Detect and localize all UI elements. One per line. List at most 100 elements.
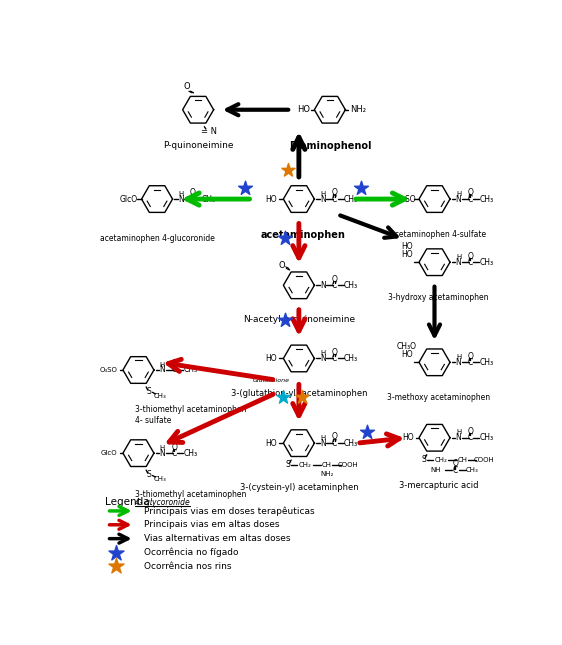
Text: N: N: [320, 281, 326, 290]
Text: CH₃: CH₃: [183, 366, 197, 375]
Text: S: S: [147, 470, 152, 479]
Text: NH₂: NH₂: [350, 105, 366, 114]
Point: [356, 183, 365, 193]
Text: H: H: [320, 191, 325, 197]
Text: Ocorrência nos rins: Ocorrência nos rins: [144, 562, 232, 571]
Text: O₃SO: O₃SO: [100, 367, 118, 373]
Point: [297, 392, 306, 402]
Text: N: N: [320, 439, 326, 448]
Text: acetaminophen 4-glucoronide: acetaminophen 4-glucoronide: [99, 235, 215, 243]
Text: S: S: [422, 455, 426, 464]
Text: C: C: [190, 195, 196, 204]
Text: C: C: [453, 466, 458, 475]
Text: CH₂: CH₂: [434, 457, 447, 463]
Text: N: N: [456, 358, 461, 367]
Text: CH₃: CH₃: [344, 354, 358, 363]
Text: HO: HO: [265, 439, 277, 448]
Text: Principais vias em altas doses: Principais vias em altas doses: [144, 521, 279, 530]
Text: N: N: [320, 195, 326, 204]
Text: O: O: [467, 252, 473, 261]
Text: NH: NH: [431, 467, 441, 473]
Text: CH₂: CH₂: [298, 462, 311, 468]
Text: CH₃: CH₃: [344, 281, 358, 290]
Text: HO: HO: [265, 354, 277, 363]
Text: COOH: COOH: [338, 462, 359, 468]
Text: C: C: [332, 195, 337, 204]
Text: Glutathione: Glutathione: [252, 378, 289, 382]
Text: O₃SO: O₃SO: [397, 195, 416, 204]
Text: acetaminophen: acetaminophen: [260, 230, 345, 240]
Text: Vias alternativas em altas doses: Vias alternativas em altas doses: [144, 534, 291, 543]
Text: HO: HO: [265, 195, 277, 204]
Text: O: O: [467, 427, 473, 436]
Text: HO: HO: [402, 433, 414, 442]
Text: P-quinoneimine: P-quinoneimine: [163, 141, 233, 150]
Text: CH₃: CH₃: [344, 439, 358, 448]
Text: H: H: [456, 254, 461, 260]
Text: H: H: [320, 435, 325, 441]
Text: O: O: [190, 188, 196, 197]
Text: N: N: [456, 433, 461, 442]
Text: O: O: [171, 442, 177, 451]
Text: O: O: [184, 82, 191, 91]
Text: C: C: [468, 258, 473, 266]
Text: S: S: [285, 461, 291, 469]
Text: HO: HO: [401, 350, 413, 359]
Text: N: N: [320, 354, 326, 363]
Text: GlcO: GlcO: [120, 195, 138, 204]
Text: O: O: [279, 261, 285, 270]
Point: [279, 392, 288, 402]
Point: [280, 315, 289, 325]
Text: CH₃: CH₃: [154, 393, 166, 399]
Text: HO: HO: [401, 250, 413, 259]
Text: CH: CH: [322, 462, 332, 468]
Text: 4- glycoronide: 4- glycoronide: [134, 498, 189, 507]
Text: acetaminophen 4-sulfate: acetaminophen 4-sulfate: [391, 230, 487, 239]
Text: CH₃: CH₃: [183, 449, 197, 458]
Text: 3-(cystein-yl) acetaminphen: 3-(cystein-yl) acetaminphen: [239, 483, 358, 492]
Text: CH₃O: CH₃O: [397, 342, 416, 352]
Text: 3-(glutathion-yl) acetaminophen: 3-(glutathion-yl) acetaminophen: [230, 389, 367, 398]
Text: = N: = N: [201, 127, 217, 136]
Text: O: O: [467, 188, 473, 197]
Text: H: H: [456, 191, 461, 197]
Text: H: H: [456, 430, 461, 435]
Text: N-acetyl-p-quinoneimine: N-acetyl-p-quinoneimine: [243, 315, 355, 324]
Point: [280, 232, 289, 243]
Text: O: O: [467, 352, 473, 361]
Text: N: N: [456, 195, 461, 204]
Text: C: C: [468, 358, 473, 367]
Text: CH₃: CH₃: [479, 258, 493, 266]
Text: CH₃: CH₃: [479, 195, 493, 204]
Text: O: O: [332, 275, 337, 284]
Text: H: H: [179, 191, 184, 197]
Text: COOH: COOH: [474, 457, 495, 463]
Text: 3-mercapturic acid: 3-mercapturic acid: [398, 481, 478, 490]
Text: C: C: [332, 281, 337, 290]
Text: O: O: [332, 348, 337, 357]
Text: Ocorrência no fígado: Ocorrência no fígado: [144, 548, 238, 557]
Text: CH₃: CH₃: [344, 195, 358, 204]
Text: H: H: [320, 350, 325, 356]
Text: 3-methoxy acetaminophen: 3-methoxy acetaminophen: [387, 393, 490, 402]
Text: N: N: [160, 366, 165, 375]
Text: Legenda:: Legenda:: [105, 497, 153, 507]
Point: [111, 548, 120, 558]
Text: CH₃: CH₃: [202, 195, 216, 204]
Text: GlcO: GlcO: [101, 450, 117, 456]
Text: N: N: [178, 195, 184, 204]
Text: C: C: [332, 439, 337, 448]
Text: N: N: [160, 449, 165, 458]
Text: CH: CH: [457, 457, 468, 463]
Text: C: C: [468, 433, 473, 442]
Text: CH₃: CH₃: [479, 433, 493, 442]
Text: CH₃: CH₃: [466, 467, 479, 473]
Text: O: O: [332, 188, 337, 197]
Text: 3-thiomethyl acetaminophen
4- sulfate: 3-thiomethyl acetaminophen 4- sulfate: [134, 406, 246, 425]
Text: P-aminophenol: P-aminophenol: [289, 141, 371, 150]
Text: O: O: [332, 433, 337, 441]
Text: CH₃: CH₃: [154, 477, 166, 482]
Text: H: H: [160, 362, 165, 368]
Text: O: O: [452, 459, 459, 468]
Point: [362, 426, 371, 437]
